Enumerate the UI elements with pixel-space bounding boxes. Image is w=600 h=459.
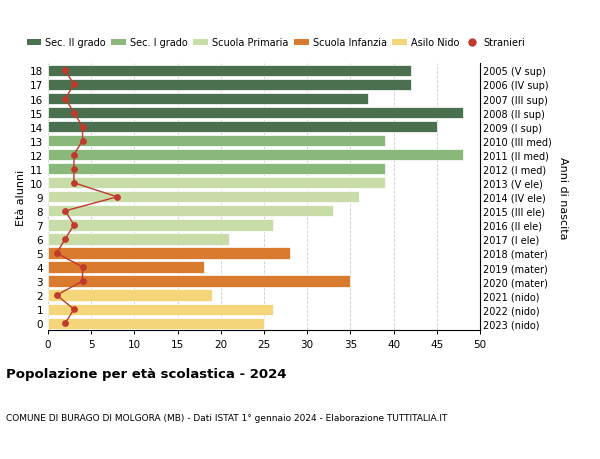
Bar (48, 66, 411, 77)
Point (61, 208, 70, 215)
Point (78, 278, 88, 285)
Bar (48, 220, 272, 231)
Bar (48, 262, 203, 273)
Bar (48, 234, 229, 245)
Text: COMUNE DI BURAGO DI MOLGORA (MB) - Dati ISTAT 1° gennaio 2024 - Elaborazione TUT: COMUNE DI BURAGO DI MOLGORA (MB) - Dati … (6, 413, 448, 422)
Point (69, 82, 79, 89)
Bar (48, 150, 463, 161)
Point (69, 151, 79, 159)
Y-axis label: Età alunni: Età alunni (16, 169, 26, 225)
Point (78, 138, 88, 145)
Point (112, 194, 122, 201)
Point (69, 166, 79, 173)
Bar (48, 192, 359, 203)
Bar (48, 80, 411, 91)
Bar (48, 122, 437, 133)
Point (69, 222, 79, 229)
Bar (48, 290, 212, 301)
Y-axis label: Anni di nascita: Anni di nascita (559, 156, 568, 239)
Point (61, 320, 70, 327)
Bar (48, 178, 385, 189)
Point (52, 250, 61, 257)
Text: Popolazione per età scolastica - 2024: Popolazione per età scolastica - 2024 (6, 367, 287, 380)
Bar (48, 94, 368, 105)
Bar (48, 304, 272, 315)
Bar (48, 164, 385, 175)
Bar (48, 276, 350, 287)
Point (61, 236, 70, 243)
Point (61, 67, 70, 75)
Bar (48, 108, 463, 119)
Point (69, 179, 79, 187)
Point (78, 123, 88, 131)
Point (69, 110, 79, 117)
Bar (48, 136, 385, 147)
Bar (48, 248, 290, 259)
Legend: Sec. II grado, Sec. I grado, Scuola Primaria, Scuola Infanzia, Asilo Nido, Stran: Sec. II grado, Sec. I grado, Scuola Prim… (23, 34, 529, 52)
Bar (48, 206, 333, 217)
Bar (48, 318, 264, 329)
Point (52, 292, 61, 299)
Point (78, 264, 88, 271)
Point (69, 306, 79, 313)
Point (61, 95, 70, 103)
